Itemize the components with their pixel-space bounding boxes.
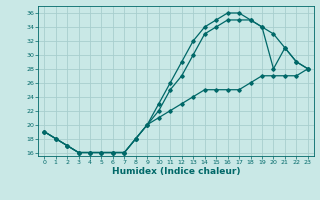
- X-axis label: Humidex (Indice chaleur): Humidex (Indice chaleur): [112, 167, 240, 176]
